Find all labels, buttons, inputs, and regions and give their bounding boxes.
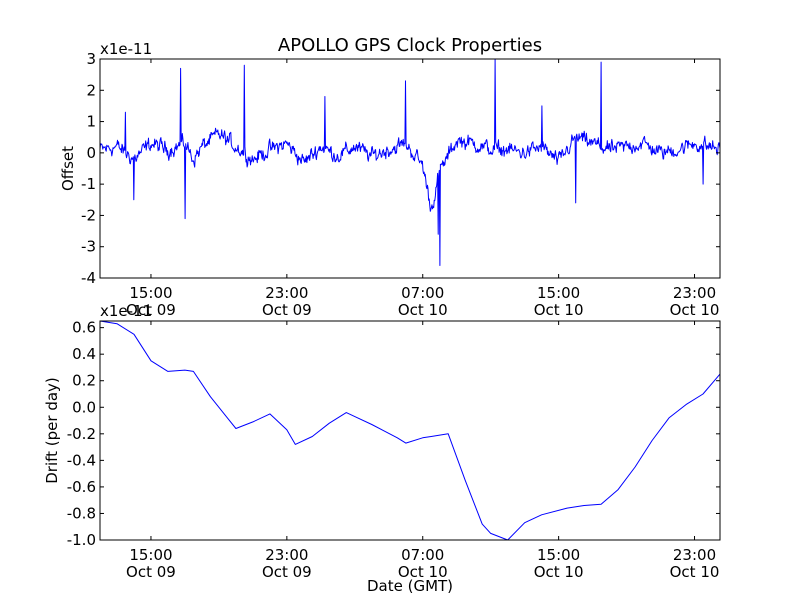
plot-frame <box>99 58 721 279</box>
chart-title: APOLLO GPS Clock Properties <box>278 35 542 56</box>
y-tick-label: -1 <box>81 175 96 193</box>
x-tick-label-time: 23:00 <box>673 284 716 302</box>
y-tick-label: -1.0 <box>67 531 96 549</box>
y-tick-label: 0.0 <box>72 398 96 416</box>
y-tick-label: -0.8 <box>67 504 96 522</box>
y-axis-label: Offset <box>59 146 77 191</box>
x-tick-label-date: Oct 09 <box>262 563 312 581</box>
plot-frame <box>99 320 721 541</box>
y-tick-label: -4 <box>81 269 96 287</box>
y-tick-label: -0.6 <box>67 478 96 496</box>
y-axis-label: Drift (per day) <box>43 377 61 484</box>
y-tick-label: 0.4 <box>72 345 96 363</box>
drift-panel: -1.0-0.8-0.6-0.4-0.20.00.20.40.615:00Oct… <box>43 302 721 581</box>
x-tick-label-date: Oct 09 <box>126 563 176 581</box>
x-tick-label-date: Oct 10 <box>534 301 584 319</box>
x-tick-label-time: 15:00 <box>537 284 580 302</box>
y-tick-label: -3 <box>81 238 96 256</box>
y-tick-label: 3 <box>86 50 96 68</box>
y-tick-label: 0.6 <box>72 319 96 337</box>
x-tick-label-time: 23:00 <box>673 546 716 564</box>
x-tick-label-time: 07:00 <box>401 546 444 564</box>
x-tick-label-time: 23:00 <box>265 546 308 564</box>
series-line <box>99 320 721 541</box>
y-tick-label: 1 <box>86 113 96 131</box>
y-offset-text: x1e-11 <box>100 302 152 320</box>
x-tick-label-time: 15:00 <box>129 284 172 302</box>
y-tick-label: 0 <box>86 144 96 162</box>
series-line <box>99 58 721 266</box>
x-tick-label-date: Oct 10 <box>534 563 584 581</box>
x-tick-label-date: Oct 10 <box>398 301 448 319</box>
x-tick-label-date: Oct 09 <box>262 301 312 319</box>
x-tick-label-date: Oct 10 <box>398 563 448 581</box>
x-tick-label-date: Oct 10 <box>670 301 720 319</box>
x-tick-label-time: 23:00 <box>265 284 308 302</box>
y-tick-label: -0.2 <box>67 425 96 443</box>
x-tick-label-date: Oct 09 <box>126 301 176 319</box>
y-tick-label: 2 <box>86 81 96 99</box>
x-tick-label-time: 15:00 <box>537 546 580 564</box>
y-tick-label: -0.4 <box>67 451 96 469</box>
x-axis-label: Date (GMT) <box>367 577 453 595</box>
x-tick-label-date: Oct 10 <box>670 563 720 581</box>
y-tick-label: -2 <box>81 206 96 224</box>
y-tick-label: 0.2 <box>72 372 96 390</box>
x-tick-label-time: 07:00 <box>401 284 444 302</box>
y-offset-text: x1e-11 <box>100 40 152 58</box>
x-tick-label-time: 15:00 <box>129 546 172 564</box>
